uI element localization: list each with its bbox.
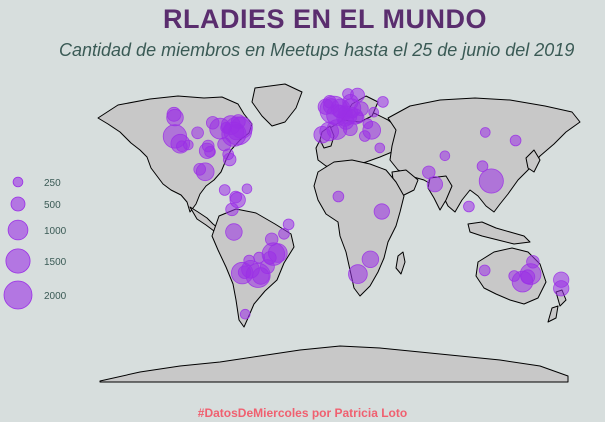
- chapter-bubble-41: [230, 261, 254, 285]
- chapter-bubble-36: [282, 218, 295, 231]
- chapter-bubble-28: [225, 223, 243, 241]
- legend-label-250: 250: [44, 178, 61, 189]
- chapter-bubble-86: [478, 264, 491, 277]
- caption: #DatosDeMiercoles por Patricia Loto: [197, 406, 408, 420]
- size-legend: 250 500 1000 1500 2000: [3, 176, 67, 310]
- legend-bubble-2000: [3, 280, 33, 310]
- legend-bubble-1500: [5, 248, 31, 274]
- legend-bubble-500: [10, 196, 26, 212]
- chapter-bubble-44: [239, 308, 251, 320]
- chapter-bubble-59: [342, 88, 354, 100]
- legend-bubble-250: [12, 176, 24, 188]
- greenland: [251, 83, 303, 127]
- map-title: RLADIES EN EL MUNDO: [162, 4, 488, 34]
- chapter-bubble-34: [265, 232, 279, 247]
- chapter-bubble-5: [183, 139, 194, 151]
- legend-label-2000: 2000: [44, 291, 67, 302]
- central-america: [189, 206, 219, 232]
- legend-label-1500: 1500: [44, 257, 67, 268]
- chapter-bubble-67: [342, 121, 358, 137]
- chapter-bubble-24: [218, 184, 231, 196]
- chapter-bubble-35: [278, 228, 290, 240]
- chapter-bubble-70: [362, 121, 382, 140]
- chapter-bubble-42: [252, 267, 270, 285]
- chapter-bubble-91: [526, 255, 540, 269]
- chapter-bubble-85: [509, 134, 522, 147]
- chapter-bubble-65: [313, 125, 331, 144]
- map-subtitle: Cantidad de miembros en Meetups hasta el…: [59, 40, 575, 60]
- chapter-bubble-27: [225, 202, 239, 217]
- chapter-bubble-19: [230, 114, 246, 129]
- chapter-bubble-6: [191, 126, 204, 140]
- legend-label-500: 500: [44, 200, 61, 211]
- chapter-bubble-73: [374, 142, 386, 154]
- chapter-bubble-23: [193, 163, 207, 176]
- chapter-bubble-21: [222, 148, 235, 161]
- chapter-bubble-9: [204, 146, 216, 158]
- madagascar: [395, 251, 406, 275]
- chapter-bubble-77: [348, 264, 368, 284]
- antarctica: [99, 345, 569, 383]
- chapter-bubble-71: [377, 96, 389, 108]
- chapter-bubble-75: [373, 203, 390, 220]
- chapter-bubble-29: [241, 183, 253, 195]
- chapter-bubble-93: [553, 280, 570, 297]
- chapter-bubbles: [162, 87, 570, 320]
- chapter-bubble-83: [478, 168, 504, 194]
- chapter-bubble-80: [439, 150, 451, 162]
- asia: [387, 97, 581, 213]
- chapter-bubble-81: [463, 200, 475, 213]
- chapter-bubble-43: [253, 251, 265, 264]
- legend-label-1000: 1000: [44, 226, 67, 237]
- chapter-bubble-26: [229, 190, 243, 204]
- chapter-bubble-72: [368, 106, 380, 118]
- chapter-bubble-76: [361, 250, 380, 268]
- chapter-bubble-62: [352, 112, 365, 124]
- chapter-bubble-79: [426, 176, 443, 193]
- japan: [525, 149, 541, 173]
- legend-bubble-1000: [7, 219, 29, 241]
- chapter-bubble-82: [476, 160, 489, 173]
- chapter-bubble-78: [422, 165, 436, 180]
- chapter-bubble-74: [332, 190, 345, 203]
- chapter-bubble-4: [166, 106, 182, 122]
- maritime-southeast-asia: [467, 221, 531, 245]
- chapter-bubble-84: [479, 127, 491, 138]
